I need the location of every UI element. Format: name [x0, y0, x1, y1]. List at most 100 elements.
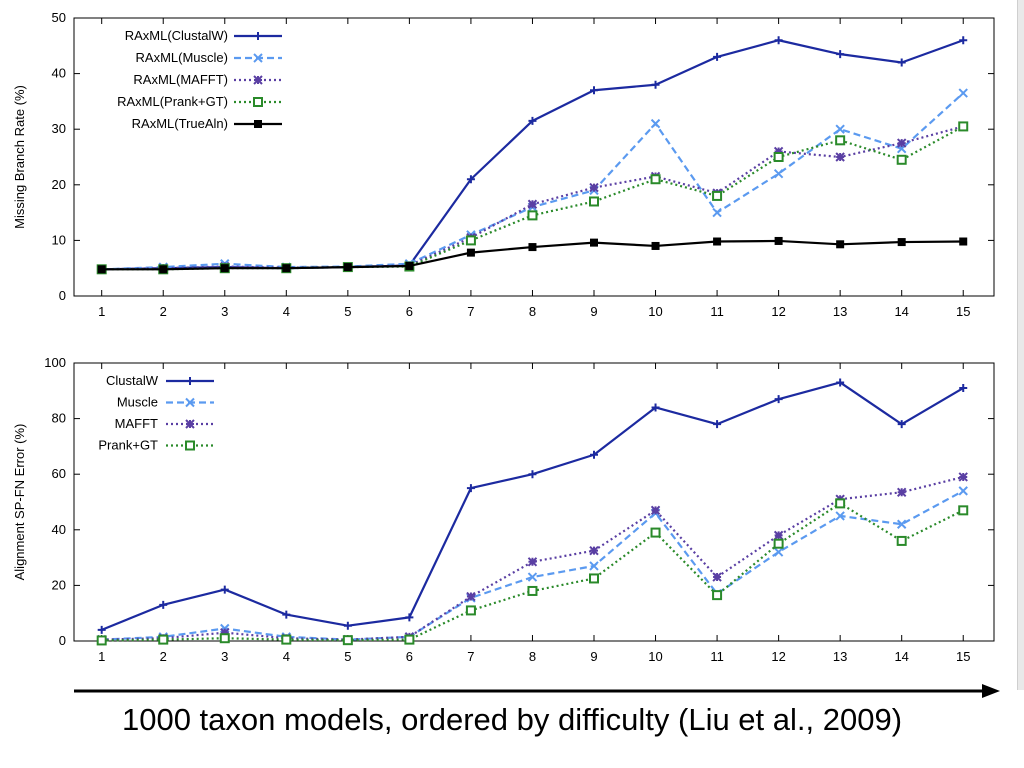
data-point	[774, 236, 783, 245]
data-point	[773, 547, 784, 557]
data-point	[835, 135, 846, 146]
x-tick-label: 9	[590, 649, 597, 664]
x-tick-label: 15	[956, 304, 970, 319]
x-tick-label: 7	[467, 304, 474, 319]
data-point	[836, 240, 845, 249]
legend-label: RAxML(ClustalW)	[125, 28, 228, 43]
data-point	[773, 168, 784, 179]
x-tick-label: 3	[221, 304, 228, 319]
data-point	[528, 470, 537, 479]
x-tick-label: 15	[956, 649, 970, 664]
data-point	[835, 152, 845, 162]
data-point	[220, 585, 229, 594]
data-point	[219, 633, 230, 644]
data-point	[466, 175, 475, 184]
x-tick-label: 11	[710, 649, 724, 664]
data-point	[650, 174, 661, 185]
data-point	[959, 237, 968, 246]
data-point	[590, 86, 598, 95]
data-point	[897, 420, 906, 429]
y-tick-label: 0	[59, 288, 66, 303]
data-point	[836, 378, 845, 387]
x-tick-label: 13	[833, 649, 847, 664]
series-RAxML(TrueAln)	[97, 236, 968, 274]
data-point	[958, 505, 969, 516]
series-line	[101, 475, 964, 641]
data-point	[896, 154, 907, 165]
y-tick-label: 30	[52, 121, 66, 136]
right-border	[1018, 0, 1024, 690]
y-tick-label: 40	[52, 66, 66, 81]
y-tick-label: 50	[52, 10, 66, 25]
data-point	[959, 36, 968, 45]
x-tick-label: 14	[894, 649, 908, 664]
data-point	[282, 610, 291, 619]
data-point	[958, 472, 968, 482]
data-point	[527, 585, 538, 596]
difficulty-arrow	[74, 684, 1000, 698]
x-tick-label: 7	[467, 649, 474, 664]
data-point	[405, 261, 414, 270]
data-point	[896, 487, 907, 497]
x-tick-label: 13	[833, 304, 847, 319]
y-tick-label: 40	[52, 522, 66, 537]
data-point	[343, 621, 352, 630]
plot-frame	[73, 362, 995, 642]
y-tick-label: 60	[52, 466, 66, 481]
data-point	[773, 538, 784, 549]
data-point	[773, 152, 784, 162]
data-point	[589, 545, 599, 556]
legend-label: RAxML(Prank+GT)	[117, 94, 228, 109]
y-axis-label: Alignment SP-FN Error (%)	[12, 424, 27, 581]
data-point	[158, 634, 169, 645]
data-point	[650, 118, 661, 129]
data-point	[405, 613, 414, 622]
data-point	[897, 238, 906, 247]
data-point	[466, 591, 476, 602]
data-point	[527, 572, 538, 582]
data-point	[97, 265, 106, 274]
legend-label: Muscle	[117, 395, 158, 410]
data-point	[896, 138, 907, 148]
data-point	[527, 199, 538, 209]
legend-marker	[253, 53, 263, 63]
data-point	[774, 36, 783, 45]
data-point	[466, 484, 475, 493]
data-point	[220, 627, 230, 638]
y-tick-label: 0	[59, 633, 66, 648]
data-point	[958, 486, 968, 496]
x-tick-label: 1	[98, 304, 105, 319]
data-point	[589, 561, 599, 571]
legend-marker	[253, 75, 263, 85]
data-point	[896, 519, 907, 529]
y-tick-label: 100	[44, 355, 66, 370]
series-ClustalW	[97, 378, 968, 634]
series-line	[101, 39, 964, 271]
y-tick-label: 20	[52, 577, 66, 592]
data-point	[590, 450, 598, 459]
legend-label: Prank+GT	[98, 438, 158, 453]
data-point	[465, 605, 476, 616]
x-tick-label: 11	[710, 304, 724, 319]
legend-marker	[185, 397, 195, 408]
legend-marker	[185, 440, 195, 451]
data-point	[159, 600, 168, 609]
x-tick-label: 12	[771, 649, 785, 664]
data-point	[404, 634, 415, 645]
x-tick-label: 5	[344, 304, 351, 319]
x-tick-label: 8	[529, 649, 536, 664]
plot-frame	[73, 17, 995, 297]
x-tick-label: 4	[283, 649, 290, 664]
data-point	[958, 88, 968, 98]
x-tick-label: 9	[590, 304, 597, 319]
data-point	[282, 264, 291, 273]
x-tick-label: 6	[406, 304, 413, 319]
y-tick-label: 80	[52, 411, 66, 426]
data-point	[896, 535, 907, 546]
legend-label: RAxML(MAFFT)	[133, 72, 228, 87]
data-point	[835, 124, 845, 134]
data-point	[712, 590, 723, 601]
legend-marker	[185, 419, 195, 429]
data-point	[959, 384, 968, 393]
